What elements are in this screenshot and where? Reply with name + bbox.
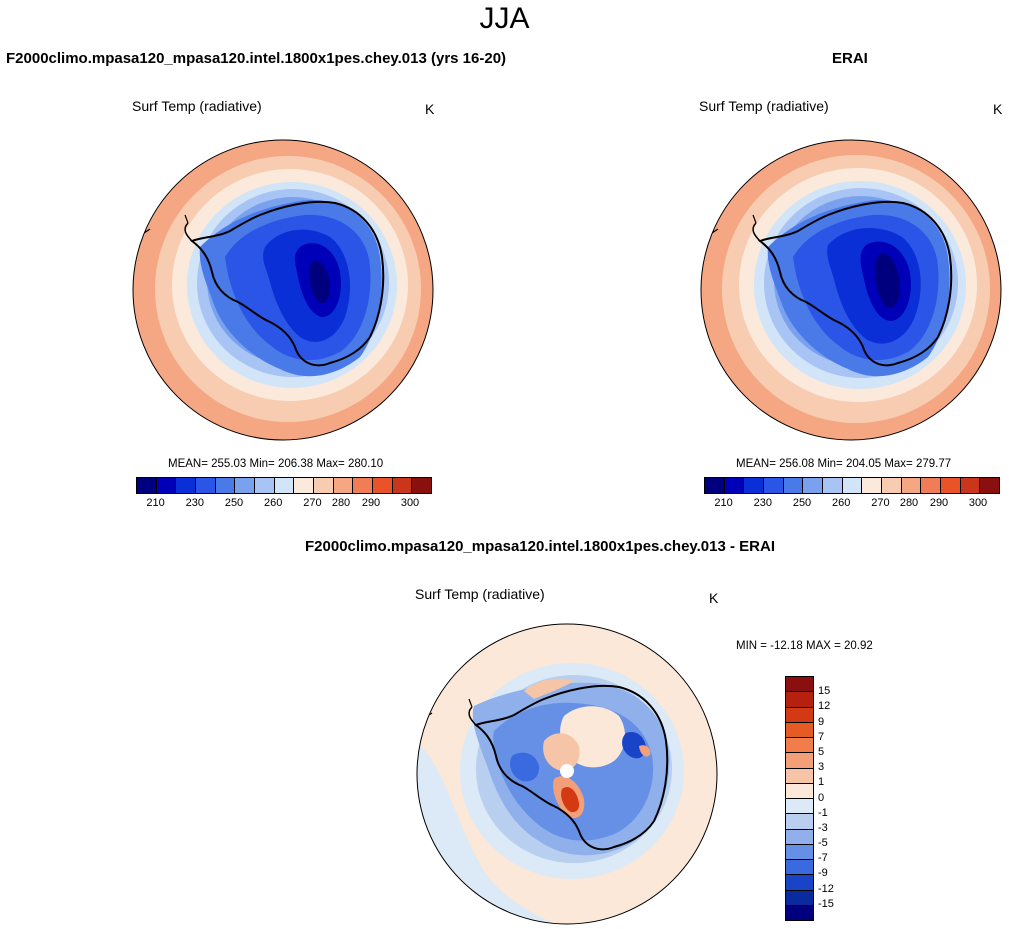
model-polar-map bbox=[132, 139, 434, 441]
model-colorbar-tick: 270 bbox=[303, 497, 322, 509]
diff-colorbar-tick: 1 bbox=[818, 776, 825, 789]
obs-colorbar-tick: 260 bbox=[832, 497, 851, 509]
diff-colorbar-tick: -7 bbox=[818, 852, 828, 865]
model-colorbar-swatch bbox=[392, 478, 413, 493]
diff-colorbar-swatch bbox=[786, 875, 813, 891]
model-colorbar-tick: 230 bbox=[185, 497, 204, 509]
obs-colorbar-swatch bbox=[744, 478, 765, 493]
model-colorbar bbox=[136, 477, 432, 494]
obs-colorbar-tick: 210 bbox=[714, 497, 733, 509]
model-colorbar-swatch bbox=[156, 478, 177, 493]
diff-colorbar-swatch bbox=[786, 829, 813, 845]
model-colorbar-swatch bbox=[412, 478, 432, 493]
diff-colorbar-tick: -3 bbox=[818, 821, 828, 834]
diff-colorbar-swatch bbox=[786, 905, 813, 920]
model-colorbar-swatch bbox=[215, 478, 236, 493]
obs-stats: MEAN= 256.08 Min= 204.05 Max= 279.77 bbox=[736, 458, 952, 470]
diff-colorbar-swatch bbox=[786, 753, 813, 769]
obs-colorbar-tick: 280 bbox=[899, 497, 919, 509]
diff-colorbar-tick: -15 bbox=[818, 897, 834, 910]
model-colorbar-swatch bbox=[333, 478, 354, 493]
obs-colorbar-ticks: 210 230 250 260 270 280 290 300 bbox=[704, 497, 998, 511]
obs-colorbar-tick: 270 bbox=[871, 497, 890, 509]
obs-variable-label: Surf Temp (radiative) bbox=[699, 98, 829, 114]
obs-colorbar-tick: 290 bbox=[929, 497, 949, 509]
model-units-label: K bbox=[425, 101, 435, 117]
diff-colorbar-swatch bbox=[786, 860, 813, 876]
obs-colorbar-swatch bbox=[921, 478, 942, 493]
obs-colorbar-swatch bbox=[941, 478, 961, 493]
obs-colorbar-tick: 300 bbox=[968, 497, 988, 509]
model-colorbar-tick: 250 bbox=[224, 497, 244, 509]
obs-colorbar-swatch bbox=[705, 478, 725, 493]
obs-colorbar-swatch bbox=[803, 478, 824, 493]
diff-colorbar-swatch bbox=[786, 692, 813, 708]
model-colorbar-swatch bbox=[314, 478, 334, 493]
diff-colorbar-swatch bbox=[786, 783, 813, 799]
diff-polar-map bbox=[416, 623, 718, 925]
diff-colorbar-swatch bbox=[786, 814, 813, 830]
diff-colorbar-tick: -1 bbox=[818, 806, 828, 819]
diff-colorbar-swatch bbox=[786, 707, 813, 723]
diff-units-label: K bbox=[709, 590, 719, 606]
obs-colorbar-swatch bbox=[901, 478, 922, 493]
diff-colorbar bbox=[785, 676, 814, 921]
obs-colorbar-swatch bbox=[783, 478, 804, 493]
diff-colorbar-swatch bbox=[786, 844, 813, 860]
obs-colorbar-swatch bbox=[882, 478, 902, 493]
model-colorbar-swatch bbox=[196, 478, 216, 493]
diff-colorbar-swatch bbox=[786, 738, 813, 754]
diff-panel-title: F2000climo.mpasa120_mpasa120.intel.1800x… bbox=[305, 538, 776, 555]
model-colorbar-swatch bbox=[235, 478, 256, 493]
obs-panel-title: ERAI bbox=[832, 50, 868, 67]
model-colorbar-swatch bbox=[353, 478, 374, 493]
obs-colorbar-swatch bbox=[842, 478, 863, 493]
model-colorbar-tick: 290 bbox=[361, 497, 381, 509]
model-colorbar-swatch bbox=[373, 478, 393, 493]
diff-colorbar-tick: 9 bbox=[818, 715, 825, 728]
diff-colorbar-swatch bbox=[786, 722, 813, 738]
obs-colorbar-tick: 230 bbox=[753, 497, 772, 509]
model-colorbar-ticks: 210 230 250 260 270 280 290 300 bbox=[136, 497, 430, 511]
diff-colorbar-swatch bbox=[786, 768, 813, 784]
diff-colorbar-swatch bbox=[786, 799, 813, 815]
model-colorbar-swatch bbox=[274, 478, 295, 493]
diff-colorbar-tick: 15 bbox=[818, 685, 831, 698]
obs-colorbar bbox=[704, 477, 1000, 494]
obs-colorbar-swatch bbox=[724, 478, 745, 493]
diff-colorbar-tick: -12 bbox=[818, 882, 834, 895]
obs-colorbar-swatch bbox=[764, 478, 784, 493]
diff-colorbar-tick: -9 bbox=[818, 867, 828, 880]
diff-colorbar-ticks: 15 12 9 7 5 3 1 0 -1 -3 -5 -7 -9 -12 -15 bbox=[818, 676, 848, 919]
model-colorbar-swatch bbox=[176, 478, 197, 493]
model-panel-title: F2000climo.mpasa120_mpasa120.intel.1800x… bbox=[6, 50, 507, 67]
model-stats: MEAN= 255.03 Min= 206.38 Max= 280.10 bbox=[168, 458, 384, 470]
obs-colorbar-swatch bbox=[823, 478, 843, 493]
obs-units-label: K bbox=[993, 101, 1003, 117]
diff-colorbar-tick: 0 bbox=[818, 791, 825, 804]
diff-colorbar-tick: -5 bbox=[818, 837, 828, 850]
model-variable-label: Surf Temp (radiative) bbox=[132, 98, 262, 114]
model-colorbar-swatch bbox=[137, 478, 157, 493]
obs-colorbar-tick: 250 bbox=[792, 497, 812, 509]
diff-variable-label: Surf Temp (radiative) bbox=[415, 586, 545, 602]
diff-colorbar-tick: 5 bbox=[818, 746, 825, 758]
model-colorbar-tick: 210 bbox=[146, 497, 165, 509]
diff-colorbar-tick: 3 bbox=[818, 761, 825, 774]
model-colorbar-swatch bbox=[255, 478, 275, 493]
obs-colorbar-swatch bbox=[960, 478, 981, 493]
model-colorbar-tick: 300 bbox=[400, 497, 420, 509]
obs-polar-map bbox=[700, 139, 1002, 441]
diff-colorbar-swatch bbox=[786, 890, 813, 906]
diff-stats: MIN = -12.18 MAX = 20.92 bbox=[736, 640, 873, 652]
diff-colorbar-tick: 12 bbox=[818, 700, 831, 713]
model-colorbar-tick: 260 bbox=[264, 497, 283, 509]
diff-colorbar-swatch bbox=[786, 677, 813, 693]
diff-colorbar-tick: 7 bbox=[818, 730, 825, 743]
model-colorbar-tick: 280 bbox=[331, 497, 351, 509]
model-colorbar-swatch bbox=[294, 478, 315, 493]
figure-title: JJA bbox=[479, 2, 530, 35]
obs-colorbar-swatch bbox=[980, 478, 1000, 493]
obs-colorbar-swatch bbox=[862, 478, 883, 493]
